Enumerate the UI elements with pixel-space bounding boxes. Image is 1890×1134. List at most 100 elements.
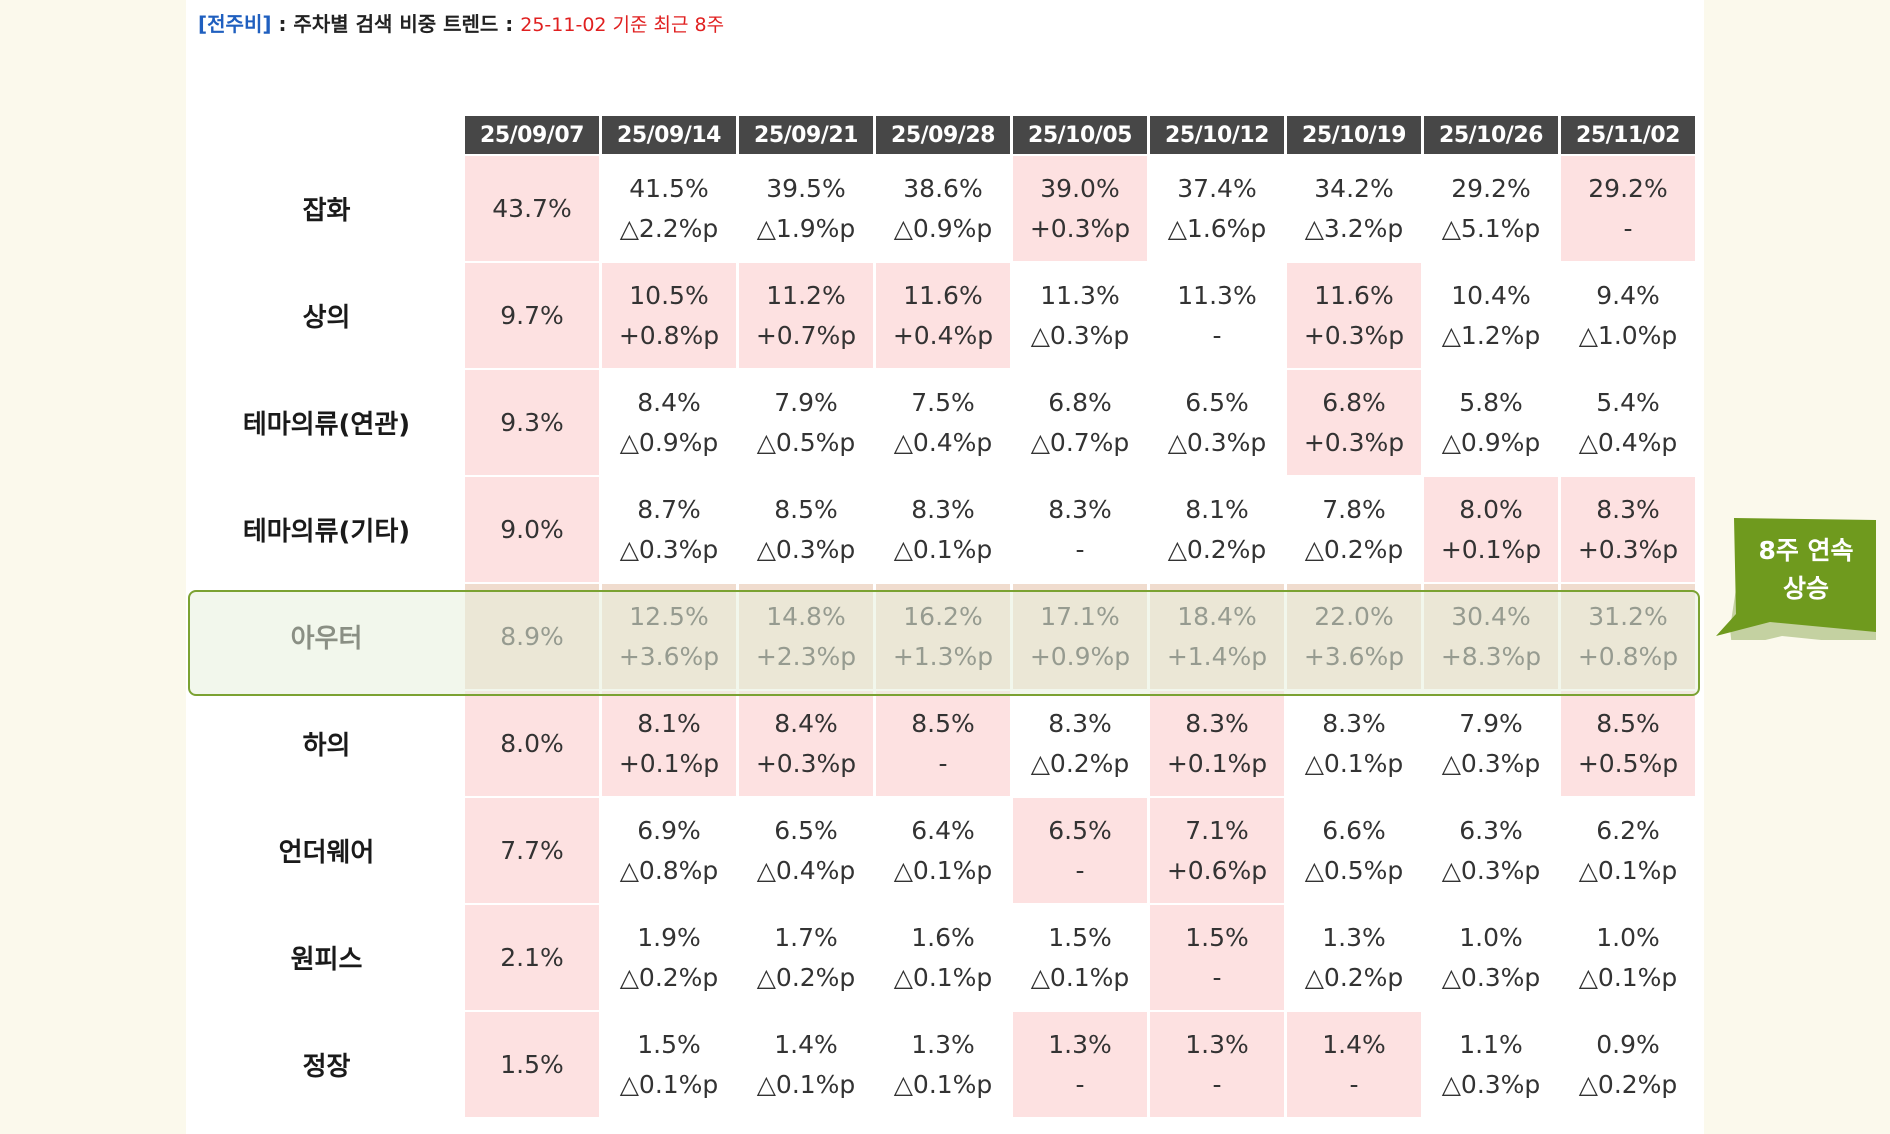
date-header: 25/09/28 — [876, 116, 1010, 154]
share-value: 29.2% — [1451, 173, 1531, 203]
share-change: △0.3%p — [1030, 320, 1130, 350]
share-cell: 1.3% - — [1013, 1012, 1147, 1117]
date-header-row: 25/09/07 25/09/14 25/09/21 25/09/28 25/10/05… — [191, 116, 1695, 154]
share-change: +0.3%p — [1029, 213, 1131, 243]
share-cell: 6.8% △0.7%p — [1013, 370, 1147, 475]
heading-separator: : — [271, 12, 294, 36]
share-value: 8.3% — [1185, 708, 1249, 738]
share-cell: 34.2% △3.2%p — [1287, 156, 1421, 261]
share-cell: 9.7% — [465, 263, 599, 368]
share-change: △0.2%p — [1578, 1069, 1678, 1099]
share-cell: 39.5% △1.9%p — [739, 156, 873, 261]
share-cell: 1.5% - — [1150, 905, 1284, 1010]
share-change: +0.1%p — [1440, 534, 1542, 564]
share-value: 41.5% — [629, 173, 709, 203]
category-label: 테마의류(연관) — [242, 410, 411, 440]
share-value: 7.1% — [1185, 815, 1249, 845]
share-value: 6.9% — [637, 815, 701, 845]
share-change: △0.2%p — [756, 962, 856, 992]
share-value: 31.2% — [1588, 601, 1668, 631]
share-value: 7.7% — [500, 835, 564, 865]
table-row: 잡화 43.7% 41.5% △2.2%p 39.5% △1.9%p 38.6% △0.9%p… — [191, 156, 1695, 261]
share-cell: 16.2% +1.3%p — [876, 584, 1010, 689]
share-change: △0.1%p — [619, 1069, 719, 1099]
table-row: 하의 8.0% 8.1% +0.1%p 8.4% +0.3%p 8.5% - 8.3% △0.2%… — [191, 691, 1695, 796]
share-value: 1.3% — [1185, 1029, 1249, 1059]
share-value: 7.9% — [774, 387, 838, 417]
heading-title: 주차별 검색 비중 트렌드 — [293, 12, 499, 36]
share-change: +1.3%p — [892, 641, 994, 671]
category-label: 원피스 — [290, 945, 363, 975]
callout-shape — [1716, 518, 1876, 640]
share-cell: 8.1% △0.2%p — [1150, 477, 1284, 582]
share-cell: 31.2% +0.8%p — [1561, 584, 1695, 689]
share-change: △0.2%p — [1030, 748, 1130, 778]
share-change: +0.3%p — [1577, 534, 1679, 564]
share-change: +8.3%p — [1440, 641, 1542, 671]
share-value: 38.6% — [903, 173, 983, 203]
share-cell: 1.5% — [465, 1012, 599, 1117]
share-change: +0.8%p — [1577, 641, 1679, 671]
trend-table: 25/09/07 25/09/14 25/09/21 25/09/28 25/10/05… — [188, 114, 1698, 1119]
table-row: 정장 1.5% 1.5% △0.1%p 1.4% △0.1%p 1.3% △0.1%p 1.3%… — [191, 1012, 1695, 1117]
share-change: △3.2%p — [1304, 213, 1404, 243]
date-header: 25/11/02 — [1561, 116, 1695, 154]
share-change: △0.1%p — [893, 534, 993, 564]
share-value: 0.9% — [1596, 1029, 1660, 1059]
table-row: 상의 9.7% 10.5% +0.8%p 11.2% +0.7%p 11.6% +0.4%p 1… — [191, 263, 1695, 368]
share-cell: 7.1% +0.6%p — [1150, 798, 1284, 903]
share-cell: 6.3% △0.3%p — [1424, 798, 1558, 903]
share-change: - — [1623, 213, 1633, 243]
share-change: - — [1212, 962, 1222, 992]
share-change: +0.4%p — [892, 320, 994, 350]
share-change: - — [1212, 1069, 1222, 1099]
share-value: 39.5% — [766, 173, 846, 203]
share-cell: 8.3% △0.1%p — [1287, 691, 1421, 796]
share-change: +0.9%p — [1029, 641, 1131, 671]
share-change: +2.3%p — [755, 641, 857, 671]
share-change: +0.7%p — [755, 320, 857, 350]
share-change: △0.8%p — [619, 855, 719, 885]
share-value: 11.6% — [903, 280, 983, 310]
share-change: +1.4%p — [1166, 641, 1268, 671]
share-change: △0.2%p — [1304, 962, 1404, 992]
share-change: +3.6%p — [1303, 641, 1405, 671]
share-change: +0.8%p — [618, 320, 720, 350]
share-value: 14.8% — [766, 601, 846, 631]
share-cell: 1.3% - — [1150, 1012, 1284, 1117]
share-change: △0.9%p — [619, 427, 719, 457]
date-header: 25/09/07 — [465, 116, 599, 154]
share-change: △0.4%p — [756, 855, 856, 885]
share-value: 8.5% — [911, 708, 975, 738]
share-value: 6.6% — [1322, 815, 1386, 845]
share-cell: 1.6% △0.1%p — [876, 905, 1010, 1010]
share-value: 6.3% — [1459, 815, 1523, 845]
share-value: 8.7% — [637, 494, 701, 524]
share-value: 37.4% — [1177, 173, 1257, 203]
share-cell: 8.1% +0.1%p — [602, 691, 736, 796]
category-label: 아우터 — [290, 624, 363, 654]
share-change: △0.1%p — [893, 855, 993, 885]
share-cell: 11.6% +0.4%p — [876, 263, 1010, 368]
date-header: 25/10/12 — [1150, 116, 1284, 154]
share-change: - — [1212, 320, 1222, 350]
share-value: 29.2% — [1588, 173, 1668, 203]
share-value: 1.3% — [1322, 922, 1386, 952]
date-header: 25/09/14 — [602, 116, 736, 154]
share-value: 8.3% — [911, 494, 975, 524]
table-row: 테마의류(연관) 9.3% 8.4% △0.9%p 7.9% △0.5%p 7.5% △0.4… — [191, 370, 1695, 475]
share-value: 1.7% — [774, 922, 838, 952]
share-cell: 37.4% △1.6%p — [1150, 156, 1284, 261]
share-value: 1.1% — [1459, 1029, 1523, 1059]
share-change: △0.1%p — [756, 1069, 856, 1099]
category-label: 하의 — [302, 731, 351, 761]
share-change: △1.2%p — [1441, 320, 1541, 350]
share-value: 8.4% — [774, 708, 838, 738]
share-change: △0.1%p — [893, 1069, 993, 1099]
share-value: 8.4% — [637, 387, 701, 417]
share-value: 9.4% — [1596, 280, 1660, 310]
share-cell: 0.9% △0.2%p — [1561, 1012, 1695, 1117]
share-change: △5.1%p — [1441, 213, 1541, 243]
share-value: 9.0% — [500, 514, 564, 544]
date-header: 25/10/26 — [1424, 116, 1558, 154]
